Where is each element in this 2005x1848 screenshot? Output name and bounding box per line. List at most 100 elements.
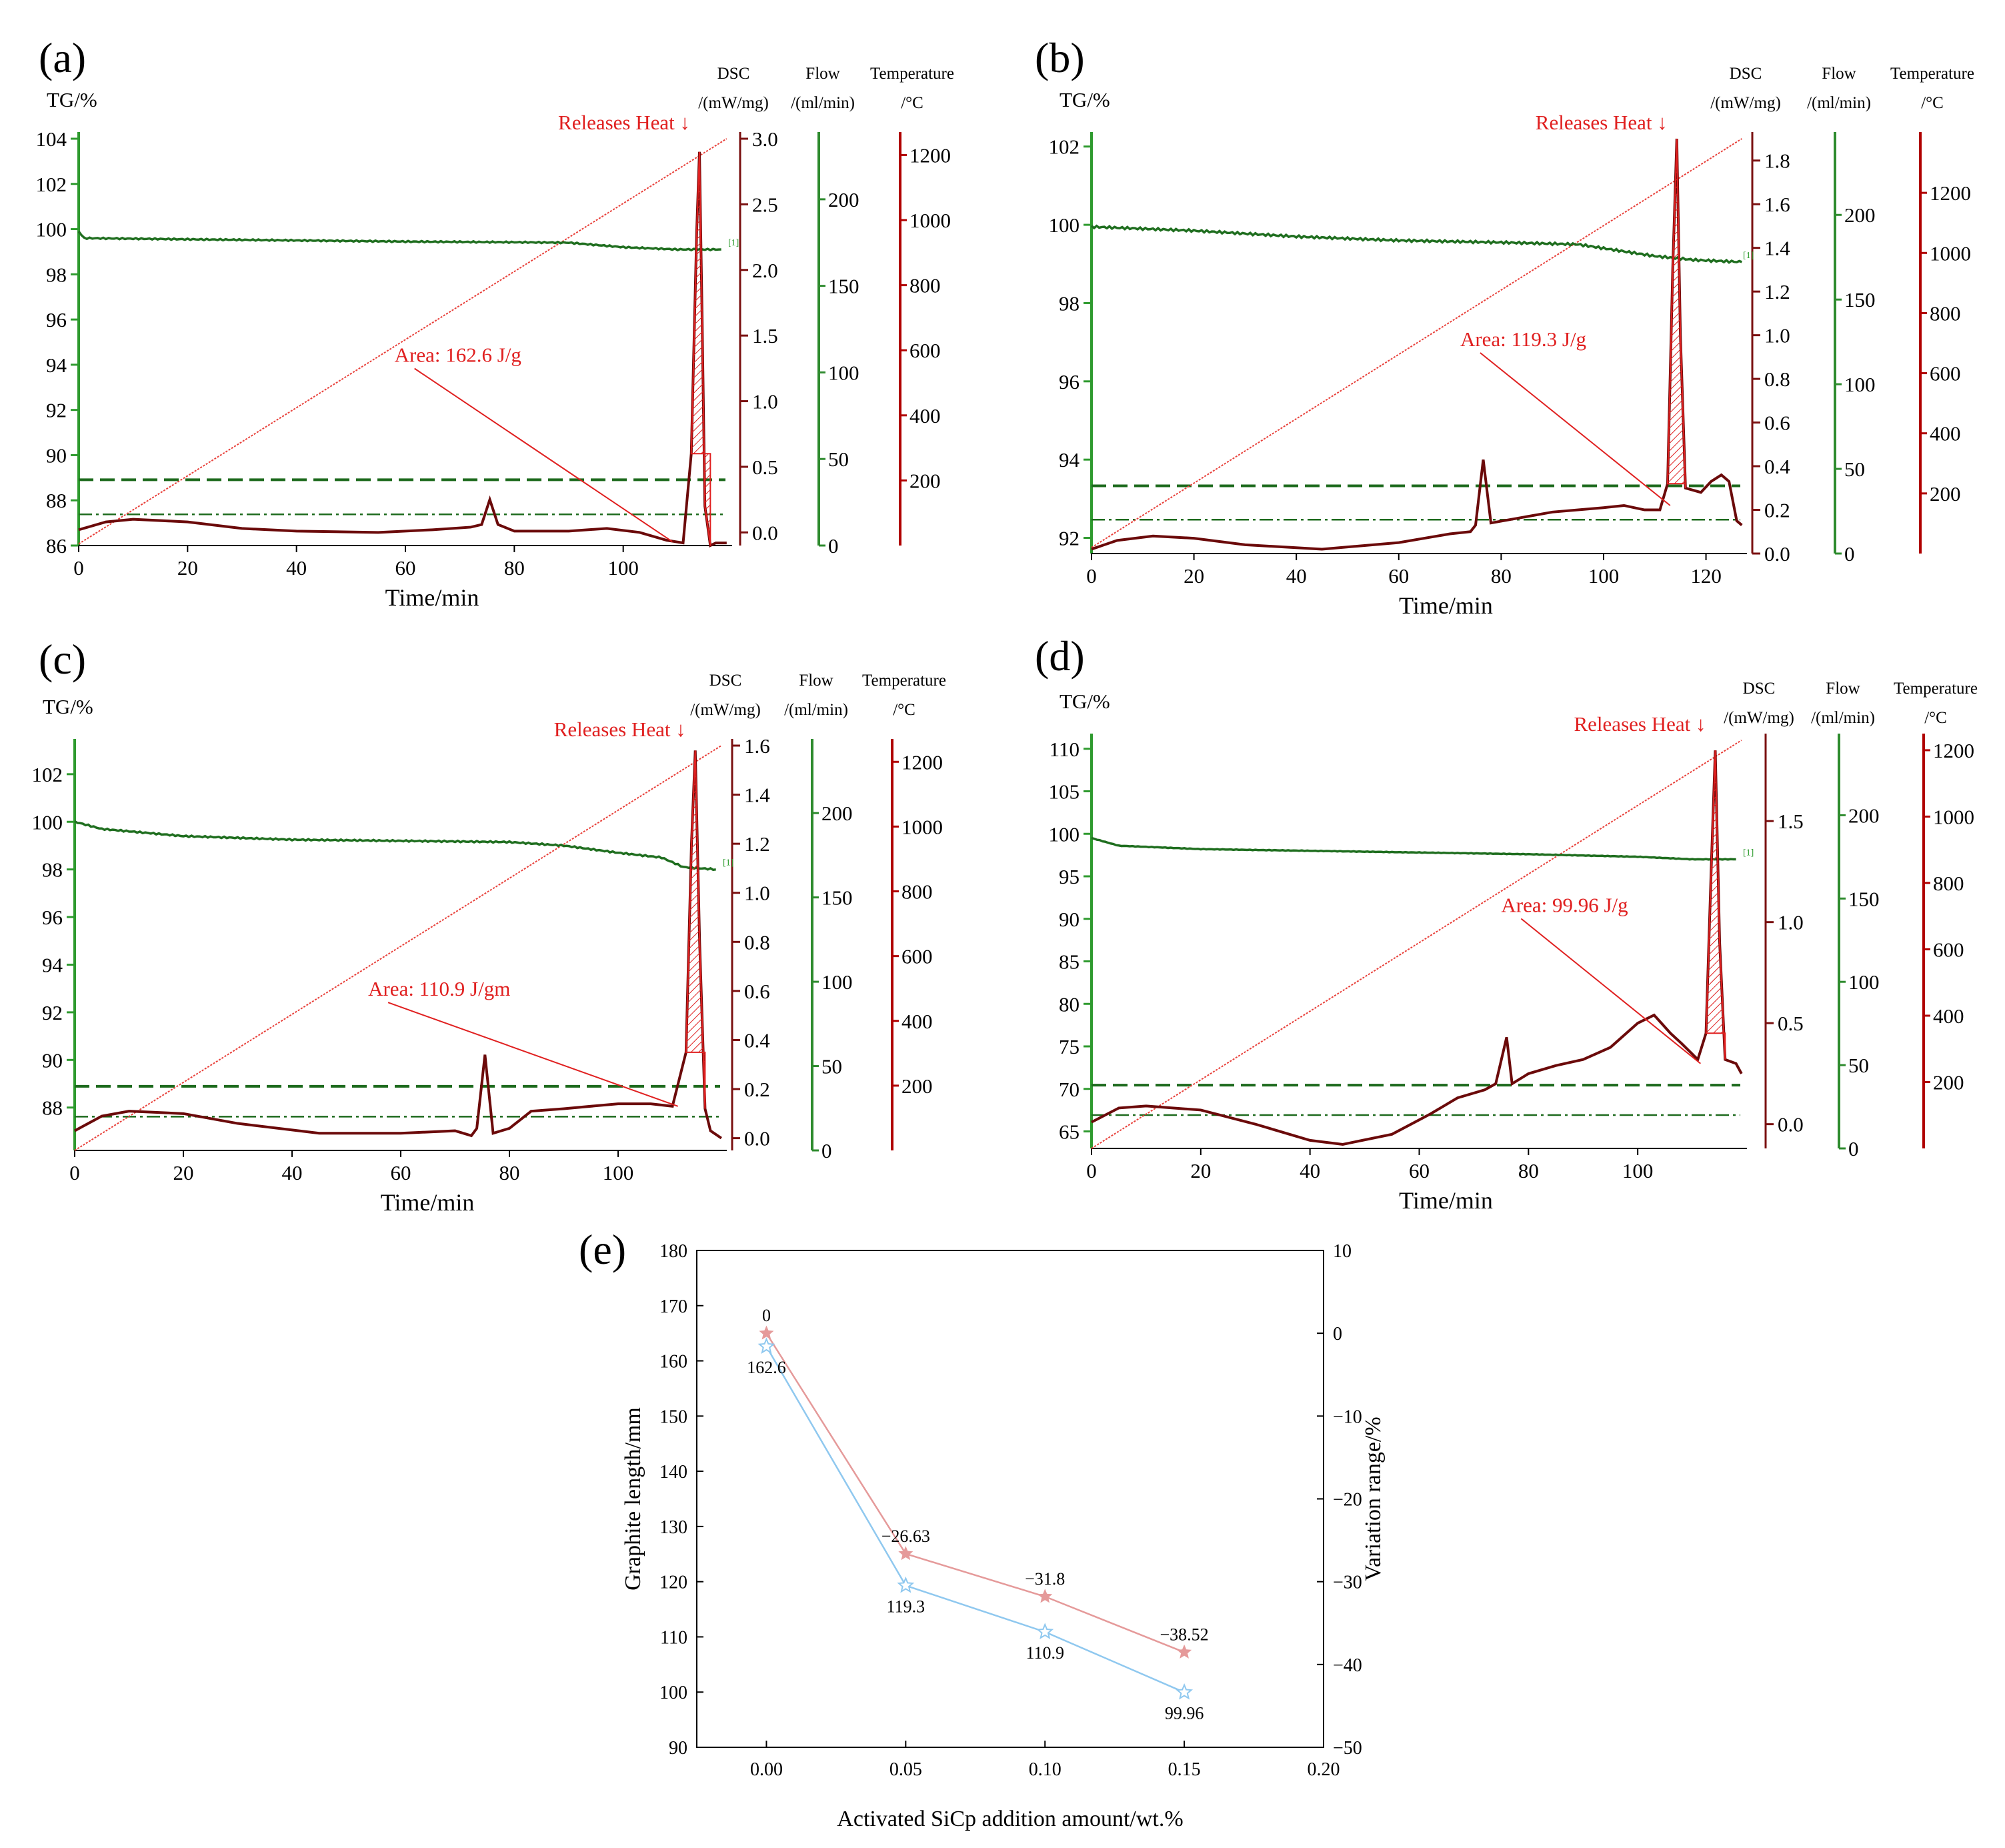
y-axis-title: Graphite length/mm <box>621 1407 645 1591</box>
temp-axis-unit: /°C <box>1921 94 1944 112</box>
tg-tick-label: 98 <box>46 263 67 286</box>
flow-tick-label: 50 <box>1844 457 1865 481</box>
length-point <box>897 1576 915 1593</box>
x-tick-label: 40 <box>286 556 307 580</box>
y2-axis-title: Variation range/% <box>1361 1417 1386 1581</box>
temp-tick-label: 1000 <box>901 815 943 838</box>
y-tick-label: 140 <box>659 1462 687 1483</box>
temp-tick-label: 600 <box>1930 362 1961 385</box>
tg-tick-label: 104 <box>36 127 67 151</box>
area-label: Area: 110.9 J/gm <box>368 977 510 1000</box>
temperature-line <box>78 138 727 545</box>
panel-label: (b) <box>1035 34 1085 81</box>
x-tick-label: 20 <box>173 1161 194 1184</box>
flow-tick-label: 200 <box>1848 804 1880 827</box>
temperature-line <box>1091 740 1742 1149</box>
temp-axis-unit: /°C <box>901 94 923 112</box>
flow-axis-unit: /(ml/min) <box>784 701 848 719</box>
y-tick-label: 180 <box>659 1241 687 1262</box>
curve-end-marker: [1] <box>1743 848 1754 858</box>
length-data-label: 110.9 <box>1026 1643 1064 1663</box>
dsc-tick-label: 0.0 <box>1764 542 1790 566</box>
variation-point <box>898 1546 913 1561</box>
x-tick-label: 100 <box>1588 564 1620 588</box>
dsc-axis-unit: /(mW/mg) <box>1710 94 1781 112</box>
x-tick-label: 40 <box>282 1161 303 1184</box>
dsc-tick-label: 1.0 <box>744 882 770 905</box>
panel-label: (d) <box>1035 632 1085 680</box>
dsc-axis-title: DSC <box>709 672 742 690</box>
x-tick-label: 100 <box>603 1161 634 1184</box>
x-tick-label: 0.00 <box>750 1759 783 1780</box>
tg-tick-label: 90 <box>42 1048 63 1072</box>
temp-tick-label: 1000 <box>1930 241 1971 265</box>
x-tick-label: 0 <box>1086 564 1097 588</box>
temp-axis-title: Temperature <box>1890 65 1974 83</box>
y-tick-label: 150 <box>659 1407 687 1427</box>
x-axis-title: Time/min <box>385 584 479 611</box>
tg-curve <box>74 820 716 872</box>
area-label: Area: 99.96 J/g <box>1501 894 1628 917</box>
flow-axis-unit: /(ml/min) <box>1811 709 1875 727</box>
flow-tick-label: 0 <box>821 1139 832 1162</box>
area-label: Area: 119.3 J/g <box>1460 327 1586 351</box>
plot-frame <box>696 1250 1324 1748</box>
temp-tick-label: 200 <box>1930 482 1961 506</box>
y2-tick-label: −20 <box>1333 1490 1362 1511</box>
flow-axis-title: Flow <box>1822 65 1856 83</box>
dsc-axis-title: DSC <box>717 65 750 83</box>
tg-curve <box>1091 836 1736 861</box>
flow-tick-label: 50 <box>821 1055 842 1078</box>
flow-axis-title: Flow <box>805 65 839 83</box>
tg-tick-label: 92 <box>1059 527 1080 550</box>
temp-tick-label: 200 <box>1933 1070 1964 1094</box>
temp-axis-title: Temperature <box>870 65 954 83</box>
tg-axis-title: TG/% <box>1060 690 1110 713</box>
x-axis-title: Time/min <box>381 1189 475 1216</box>
tg-tick-label: 105 <box>1049 780 1080 804</box>
area-leader-line <box>387 1002 678 1107</box>
releases-heat-label: Releases Heat ↓ <box>1536 111 1668 134</box>
variation-data-label: −31.8 <box>1025 1569 1065 1589</box>
dsc-curve <box>74 750 722 1140</box>
dsc-tick-label: 1.0 <box>752 390 778 413</box>
temp-tick-label: 400 <box>909 404 941 427</box>
x-tick-label: 40 <box>1286 564 1307 588</box>
dsc-axis-title: DSC <box>1743 680 1776 698</box>
temp-tick-label: 400 <box>901 1010 933 1033</box>
x-tick-label: 0.10 <box>1029 1759 1062 1780</box>
tg-tick-label: 96 <box>1059 370 1080 393</box>
y-tick-label: 170 <box>659 1296 687 1317</box>
flow-axis-unit: /(ml/min) <box>791 94 855 112</box>
variation-point <box>1038 1589 1053 1603</box>
dsc-tick-label: 0.0 <box>752 521 778 544</box>
peak-area <box>1666 138 1686 488</box>
tg-tick-label: 110 <box>1050 738 1080 761</box>
dsc-tick-label: 0.4 <box>744 1028 770 1052</box>
dsc-tick-label: 1.6 <box>1764 193 1790 216</box>
tg-curve <box>1090 224 1742 264</box>
temp-axis-title: Temperature <box>862 672 946 690</box>
y-tick-label: 160 <box>659 1352 687 1372</box>
tg-tick-label: 94 <box>46 353 67 377</box>
y2-tick-label: 0 <box>1333 1324 1342 1344</box>
tg-tick-label: 100 <box>32 810 63 834</box>
tg-tick-label: 100 <box>1049 822 1080 846</box>
peak-area <box>690 151 711 546</box>
curve-end-marker: [1] <box>723 858 733 868</box>
y2-tick-label: 10 <box>1333 1241 1352 1262</box>
x-tick-label: 0.15 <box>1168 1759 1201 1780</box>
tg-axis-title: TG/% <box>47 88 97 111</box>
temp-tick-label: 800 <box>1930 301 1961 325</box>
x-tick-label: 80 <box>1491 564 1512 588</box>
tg-tick-label: 96 <box>42 906 63 929</box>
tg-tick-label: 86 <box>46 534 67 558</box>
tg-tick-label: 102 <box>36 173 67 196</box>
length-data-label: 162.6 <box>747 1358 786 1377</box>
dsc-tick-label: 0.2 <box>744 1078 770 1101</box>
y2-tick-label: −50 <box>1333 1738 1362 1759</box>
x-tick-label: 60 <box>391 1161 411 1184</box>
x-tick-label: 80 <box>1518 1159 1539 1182</box>
x-tick-label: 40 <box>1300 1159 1320 1182</box>
panel-a: (a) 86 88 90 92 94 96 98 100 102 104 TG/% 0 20 40 60 80 1… <box>36 34 954 611</box>
